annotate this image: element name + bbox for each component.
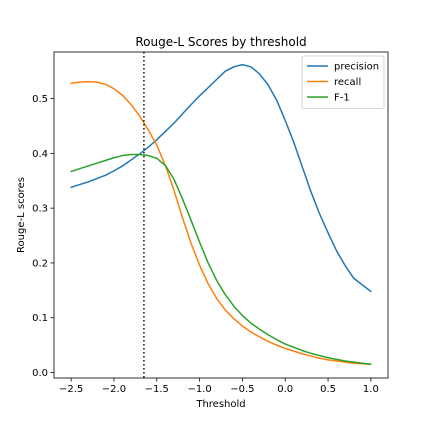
x-tick-label: −2.5 bbox=[59, 384, 83, 395]
y-tick-label: 0.2 bbox=[32, 258, 48, 269]
x-tick-label: 1.0 bbox=[363, 384, 379, 395]
legend-box bbox=[301, 55, 385, 109]
legend-label: F-1 bbox=[334, 93, 350, 104]
axes-frame bbox=[53, 51, 389, 379]
chart-title: Rouge-L Scores by threshold bbox=[135, 35, 306, 49]
y-axis-label: Rouge-L scores bbox=[16, 177, 27, 253]
y-tick-label: 0.0 bbox=[32, 368, 48, 379]
series-line-f-1 bbox=[70, 153, 372, 366]
legend: precision recall F-1 bbox=[301, 55, 385, 109]
x-tick-label: −1.0 bbox=[187, 384, 211, 395]
legend-label: precision bbox=[334, 62, 379, 73]
y-tick-label: 0.3 bbox=[32, 204, 48, 215]
x-tick-label: 0.0 bbox=[277, 384, 293, 395]
x-tick-label: −0.5 bbox=[230, 384, 254, 395]
y-tick-label: 0.5 bbox=[32, 94, 48, 105]
x-tick-label: 0.5 bbox=[320, 384, 336, 395]
legend-label: recall bbox=[334, 77, 361, 88]
x-tick-label: −1.5 bbox=[145, 384, 169, 395]
plot-area: −2.5 −2.0 −1.5 −1.0 −0.5 0.0 0.5 1.0 0.0 0.1 0.2 0.… bbox=[32, 52, 379, 395]
y-tick-label: 0.1 bbox=[32, 313, 48, 324]
series-line-recall bbox=[70, 80, 372, 366]
x-axis-label: Threshold bbox=[195, 399, 245, 410]
series-line-precision bbox=[70, 63, 372, 293]
y-tick-label: 0.4 bbox=[32, 149, 48, 160]
x-tick-label: −2.0 bbox=[102, 384, 126, 395]
